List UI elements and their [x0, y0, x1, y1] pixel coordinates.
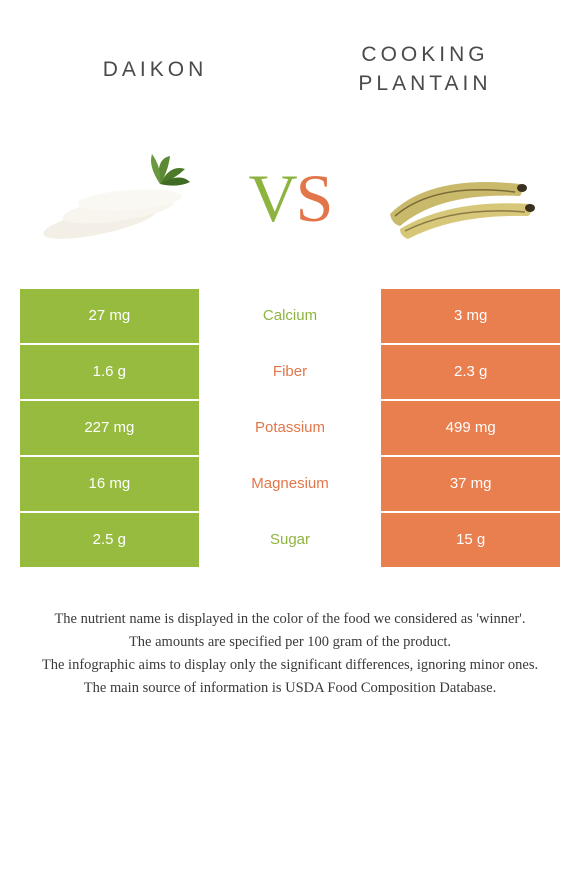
- vs-s: S: [296, 160, 332, 236]
- left-food-image: [30, 139, 210, 259]
- nutrient-label: Sugar: [201, 513, 380, 569]
- nutrient-label: Potassium: [201, 401, 380, 457]
- right-food-title: COOKING PLANTAIN: [304, 40, 547, 99]
- left-value: 2.5 g: [20, 513, 201, 569]
- footer-notes: The nutrient name is displayed in the co…: [0, 569, 580, 699]
- header: DAIKON COOKING PLANTAIN: [0, 0, 580, 119]
- left-value: 227 mg: [20, 401, 201, 457]
- table-row: 27 mgCalcium3 mg: [20, 289, 560, 345]
- table-row: 227 mgPotassium499 mg: [20, 401, 560, 457]
- table-row: 1.6 gFiber2.3 g: [20, 345, 560, 401]
- left-food-title: DAIKON: [34, 55, 277, 84]
- footer-line-2: The amounts are specified per 100 gram o…: [20, 632, 560, 653]
- vs-v: V: [249, 160, 296, 236]
- footer-line-4: The main source of information is USDA F…: [20, 678, 560, 699]
- footer-line-1: The nutrient name is displayed in the co…: [20, 609, 560, 630]
- right-value: 37 mg: [379, 457, 560, 513]
- left-value: 16 mg: [20, 457, 201, 513]
- table-row: 16 mgMagnesium37 mg: [20, 457, 560, 513]
- nutrient-label: Calcium: [201, 289, 380, 345]
- nutrient-label: Magnesium: [201, 457, 380, 513]
- footer-line-3: The infographic aims to display only the…: [20, 655, 560, 676]
- right-value: 15 g: [379, 513, 560, 569]
- left-value: 27 mg: [20, 289, 201, 345]
- table-row: 2.5 gSugar15 g: [20, 513, 560, 569]
- right-food-image: [370, 139, 550, 259]
- right-value: 2.3 g: [379, 345, 560, 401]
- right-value: 499 mg: [379, 401, 560, 457]
- vs-label: VS: [249, 159, 332, 238]
- left-value: 1.6 g: [20, 345, 201, 401]
- right-value: 3 mg: [379, 289, 560, 345]
- nutrient-label: Fiber: [201, 345, 380, 401]
- vs-row: VS: [0, 119, 580, 289]
- nutrient-table: 27 mgCalcium3 mg1.6 gFiber2.3 g227 mgPot…: [20, 289, 560, 569]
